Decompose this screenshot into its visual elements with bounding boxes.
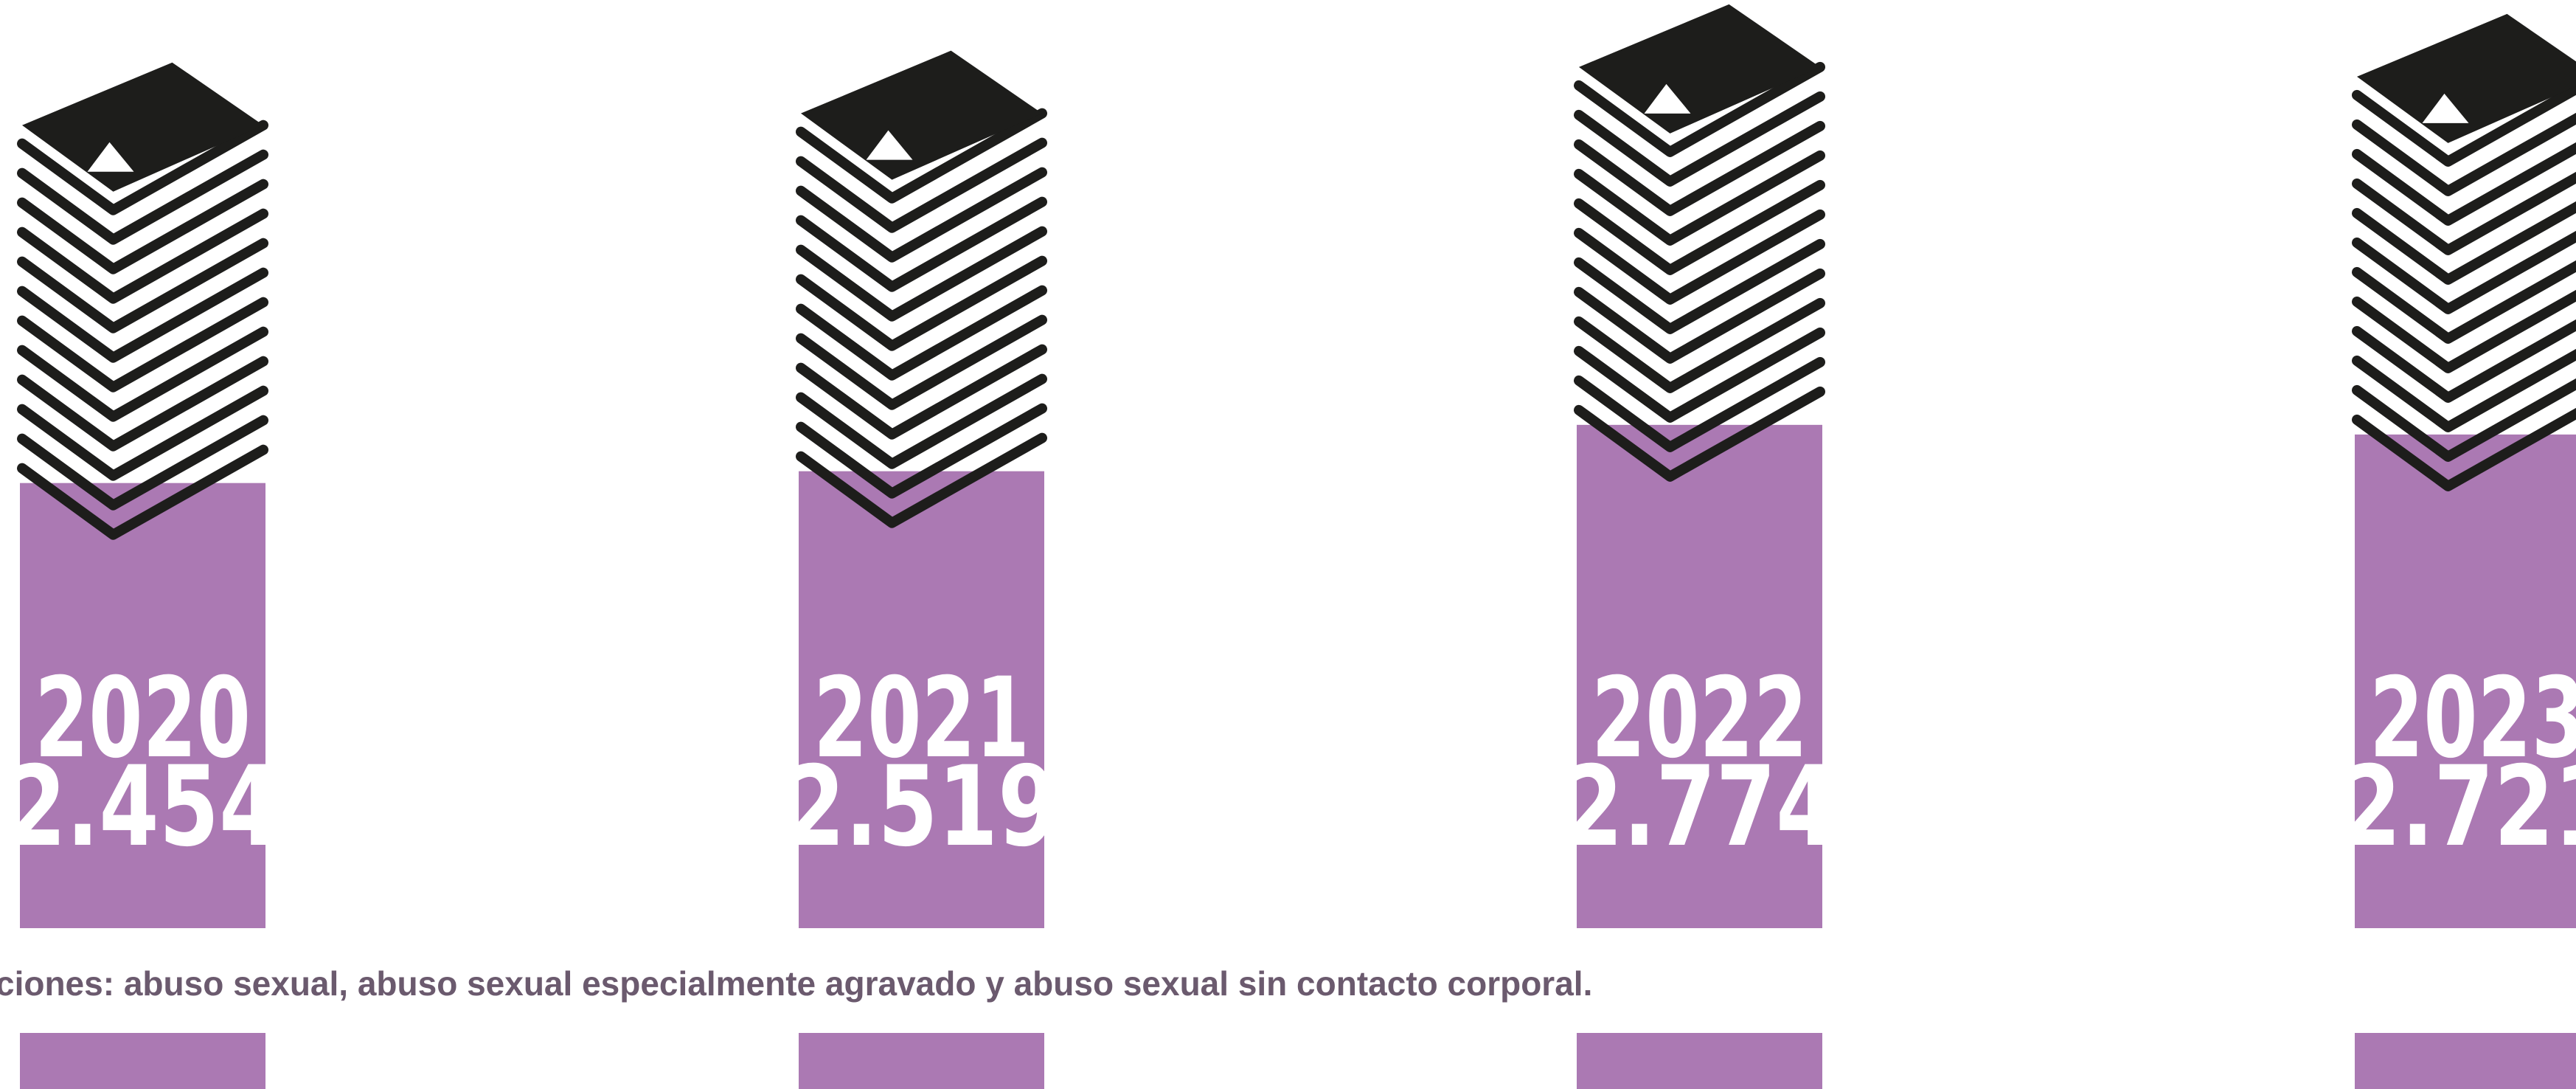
lower-strip — [20, 1033, 265, 1089]
bar-2021 — [799, 471, 1044, 928]
stack-line — [1574, 179, 1825, 275]
stack-line — [17, 385, 268, 481]
year-label: 2023 — [2370, 654, 2576, 783]
stack-mark — [87, 142, 134, 172]
stack-line — [17, 149, 268, 245]
stack-line — [2352, 83, 2576, 167]
stack-top — [1579, 4, 1820, 134]
stack-line — [796, 196, 1047, 292]
stack-line — [2352, 407, 2576, 491]
stack-top — [2357, 13, 2576, 143]
stack-line — [2352, 230, 2576, 314]
stack-line — [1574, 327, 1825, 423]
stack-line — [17, 208, 268, 304]
stack-line — [796, 226, 1047, 322]
stack-top — [22, 62, 263, 192]
stack-line — [1574, 209, 1825, 305]
stack-line — [796, 167, 1047, 263]
footnote: ciones: abuso sexual, abuso sexual espec… — [0, 964, 1592, 1003]
stack-line — [2352, 319, 2576, 403]
stack-line — [796, 285, 1047, 381]
stack-line — [1574, 61, 1825, 157]
stack-line — [1574, 238, 1825, 334]
stack-line — [17, 120, 268, 215]
stack-line — [2352, 171, 2576, 255]
stack-line — [796, 403, 1047, 499]
stack-line — [796, 255, 1047, 351]
lower-strip — [2355, 1033, 2576, 1089]
stack-line — [796, 344, 1047, 440]
stack-mark — [866, 130, 913, 160]
stack-line — [796, 432, 1047, 528]
stack-line — [2352, 260, 2576, 344]
stack-line — [1574, 268, 1825, 364]
stack-line — [17, 356, 268, 452]
stack-mark — [1644, 83, 1691, 114]
stack-mark — [2422, 93, 2469, 123]
bar-2020 — [20, 483, 265, 928]
stack-line — [796, 314, 1047, 410]
stack-line — [1574, 297, 1825, 393]
stack-line — [17, 326, 268, 422]
bar-2022 — [1577, 424, 1822, 928]
stack-line — [1574, 150, 1825, 246]
lower-strip — [799, 1033, 1044, 1089]
bar-2023 — [2355, 434, 2576, 928]
stack-line — [17, 415, 268, 511]
value-label: 2.774 — [1563, 742, 1836, 871]
stack-line — [1574, 386, 1825, 482]
lower-strip — [1577, 1033, 1822, 1089]
stack-line — [17, 179, 268, 274]
value-label: 2.454 — [6, 742, 279, 871]
year-label: 2021 — [813, 654, 1030, 783]
stack-line — [2352, 378, 2576, 462]
stack-line — [2352, 142, 2576, 226]
stack-line — [2352, 348, 2576, 432]
value-label: 2.519 — [785, 742, 1058, 871]
stack-line — [2352, 201, 2576, 285]
stack-line — [796, 373, 1047, 469]
stack-line — [1574, 120, 1825, 216]
stack-line — [2352, 289, 2576, 373]
stack-line — [796, 108, 1047, 204]
stack-line — [17, 297, 268, 393]
stack-line — [17, 267, 268, 363]
stack-line — [17, 444, 268, 540]
stack-line — [17, 238, 268, 333]
stack-line — [1574, 91, 1825, 187]
stack-line — [1574, 356, 1825, 452]
year-label: 2022 — [1591, 654, 1808, 783]
stack-top — [801, 50, 1042, 180]
value-label: 2.721 — [2341, 742, 2576, 871]
stack-line — [796, 137, 1047, 233]
year-label: 2020 — [35, 654, 251, 783]
stack-line — [2352, 112, 2576, 196]
